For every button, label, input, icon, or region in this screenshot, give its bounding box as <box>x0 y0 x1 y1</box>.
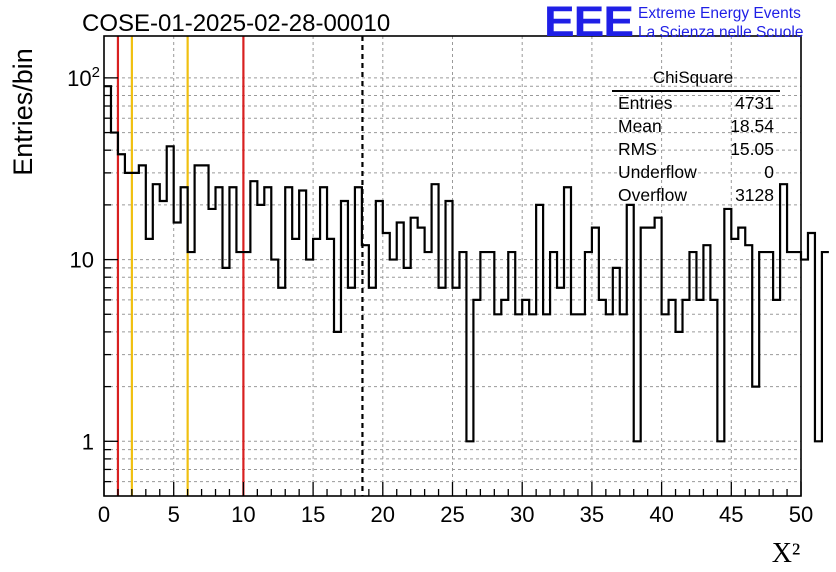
stats-key: RMS <box>618 139 657 159</box>
stats-key: Overflow <box>618 185 688 205</box>
logo-tagline-2: La Scienza nelle Scuole <box>638 24 804 41</box>
stats-row-underflow: Underflow 0 <box>618 162 774 185</box>
histogram-outline <box>104 85 829 443</box>
logo-tagline-1: Extreme Energy Events <box>638 5 801 22</box>
x-tick-label: 30 <box>510 502 534 527</box>
stats-row-mean: Mean 18.54 <box>618 116 774 139</box>
y-tick-label: 1 <box>82 429 94 454</box>
stats-value: 18.54 <box>730 116 774 136</box>
x-tick-label: 35 <box>580 502 604 527</box>
y-axis-label: Entries/bin <box>8 48 38 176</box>
stats-key: Entries <box>618 93 673 113</box>
reference-lines <box>116 36 364 496</box>
y-tick-label: 10 <box>70 248 94 273</box>
stats-value: 3128 <box>735 185 774 205</box>
stats-value: 0 <box>764 162 774 182</box>
axis-ticks <box>103 77 802 496</box>
stats-divider <box>612 90 780 92</box>
x-tick-label: 5 <box>168 502 180 527</box>
x-tick-label: 40 <box>649 502 673 527</box>
eee-logo-mark: EEE <box>544 0 634 46</box>
x-tick-label: 15 <box>301 502 325 527</box>
run-title: COSE-01-2025-02-28-00010 <box>82 10 391 37</box>
stats-key: Underflow <box>618 162 697 182</box>
x-axis-label: X² <box>772 538 801 569</box>
x-tick-label: 20 <box>371 502 395 527</box>
x-tick-label: 50 <box>789 502 813 527</box>
x-tick-label: 0 <box>98 502 110 527</box>
y-tick-label: 102 <box>67 64 100 91</box>
stats-title: ChiSquare <box>652 68 734 87</box>
stats-box: ChiSquare Entries 4731 Mean 18.54 RMS 15… <box>612 66 780 210</box>
x-tick-label: 25 <box>440 502 464 527</box>
stats-row-rms: RMS 15.05 <box>618 139 774 162</box>
stats-value: 4731 <box>735 93 774 113</box>
stats-key: Mean <box>618 116 662 136</box>
stats-row-entries: Entries 4731 <box>618 93 774 116</box>
stats-row-overflow: Overflow 3128 <box>618 185 774 208</box>
x-tick-label: 10 <box>231 502 255 527</box>
x-tick-label: 45 <box>719 502 743 527</box>
tick-labels: 0 5 10 15 20 25 30 35 40 45 50 1 10 102 <box>67 64 813 527</box>
stats-value: 15.05 <box>730 139 774 159</box>
